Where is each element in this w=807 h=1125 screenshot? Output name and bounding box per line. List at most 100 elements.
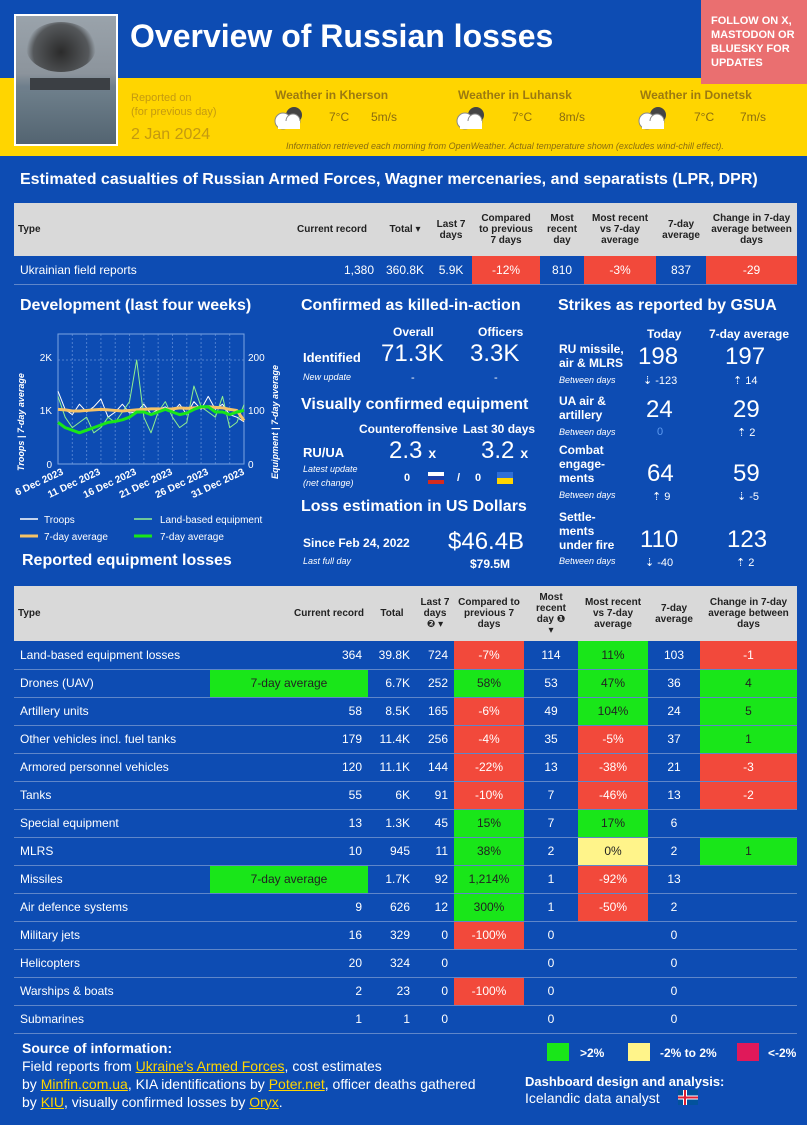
table-row: Military jets 16 329 0 -100% 0 0 bbox=[14, 921, 797, 950]
cell-recent: 0 bbox=[524, 921, 578, 950]
cloud-icon bbox=[456, 107, 484, 130]
cell-last7: 724 bbox=[416, 641, 454, 670]
follow-banner[interactable]: FOLLOW ON X, MASTODON OR BLUESKY FOR UPD… bbox=[701, 0, 807, 84]
cell-total: 23 bbox=[368, 977, 416, 1006]
cell-avg: 0 bbox=[648, 921, 700, 950]
cell-record: 16 bbox=[210, 921, 368, 950]
strike-label: UA air & artillery bbox=[559, 394, 606, 422]
link-oryx[interactable]: Oryx bbox=[249, 1094, 279, 1110]
cell-cmp: -7% bbox=[454, 641, 524, 670]
legend-swatch bbox=[628, 1043, 650, 1061]
casualties-table: Type Current record Total ▾ Last 7 days … bbox=[14, 203, 797, 285]
cell-avg: 0 bbox=[648, 1005, 700, 1034]
development-title: Development (last four weeks) bbox=[20, 297, 252, 314]
link-kiu[interactable]: KIU bbox=[40, 1094, 65, 1110]
equipment-table: Type Current record Total Last 7 days ❷ ▾… bbox=[14, 586, 797, 1034]
cell-record: 364 bbox=[210, 641, 368, 670]
table-row: Missiles 7-day average 1.7K 92 1,214% 1 -92% 13 bbox=[14, 865, 797, 894]
loss-usd-title: Loss estimation in US Dollars bbox=[301, 498, 527, 515]
link-poter[interactable]: Poter.net bbox=[268, 1076, 325, 1092]
cell-record: 13 bbox=[210, 809, 368, 838]
cell-type: MLRS bbox=[14, 837, 210, 866]
source-text: Field reports from Ukraine's Armed Force… bbox=[22, 1058, 476, 1110]
cell-vs: 47% bbox=[578, 669, 648, 698]
cell-last7: 45 bbox=[416, 809, 454, 838]
cell-vs bbox=[578, 977, 648, 1006]
vis-counteroffensive-value: 2.3 x bbox=[389, 437, 437, 464]
cell-type: Helicopters bbox=[14, 949, 210, 978]
legend-avg-equipment: 7-day average bbox=[160, 532, 224, 543]
link-minfin[interactable]: Minfin.com.ua bbox=[40, 1076, 128, 1092]
cell-type: Special equipment bbox=[14, 809, 210, 838]
header-photo bbox=[14, 14, 118, 146]
weather-wind-donetsk: 7m/s bbox=[740, 110, 767, 124]
cell-chg bbox=[700, 921, 797, 950]
cell-chg bbox=[700, 977, 797, 1006]
cell-avg: 13 bbox=[648, 781, 700, 810]
cell-cmp bbox=[454, 949, 524, 978]
y-left-tick: 0 bbox=[46, 460, 52, 471]
cell-avg: 6 bbox=[648, 809, 700, 838]
vis-col-last30: Last 30 days bbox=[463, 422, 536, 436]
cell-avg: 0 bbox=[648, 977, 700, 1006]
header-info-band bbox=[0, 78, 807, 156]
series-line-1 bbox=[57, 359, 245, 434]
weather-temp-donetsk: 7°C bbox=[694, 110, 715, 124]
cell-cmp: 15% bbox=[454, 809, 524, 838]
table-row: Armored personnel vehicles 120 11.1K 144 -22… bbox=[14, 753, 797, 782]
table-row: Ukrainian field reports 1,380 360.8K 5.9… bbox=[14, 256, 797, 285]
weather-note: Information retrieved each morning from … bbox=[286, 141, 724, 151]
table-row: Special equipment 13 1.3K 45 15% 7 17% 6 bbox=[14, 809, 797, 838]
cell-type: Land-based equipment losses bbox=[14, 641, 210, 670]
development-chart: Troops | 7-day average Equipment | 7-day… bbox=[14, 333, 280, 543]
design-name: Icelandic data analyst bbox=[525, 1090, 660, 1106]
table-row: Helicopters 20 324 0 0 0 bbox=[14, 949, 797, 978]
cell-cmp bbox=[454, 1005, 524, 1034]
weather-temp-kherson: 7°C bbox=[329, 110, 350, 124]
strike-label: Settle-ments under fire bbox=[559, 510, 615, 552]
cell-vs: -38% bbox=[578, 753, 648, 782]
vis-col-counteroffensive: Counteroffensive bbox=[359, 422, 458, 436]
cell-recent: 7 bbox=[524, 781, 578, 810]
cell-chg bbox=[700, 893, 797, 922]
cell-record: 179 bbox=[210, 725, 368, 754]
table-row: Warships & boats 2 23 0 -100% 0 0 bbox=[14, 977, 797, 1006]
ukraine-flag-icon bbox=[497, 472, 513, 484]
cell-type: Submarines bbox=[14, 1005, 210, 1034]
cell-chg: -3 bbox=[700, 753, 797, 782]
vis-label: RU/UA bbox=[303, 445, 345, 460]
design-title: Dashboard design and analysis: bbox=[525, 1074, 725, 1089]
loss-usd-value: $46.4B bbox=[448, 528, 525, 555]
cell-avg: 21 bbox=[648, 753, 700, 782]
cell-total: 39.8K bbox=[368, 641, 416, 670]
table-row: Submarines 1 1 0 0 0 bbox=[14, 1005, 797, 1034]
cell-last7: 91 bbox=[416, 781, 454, 810]
table-row: Drones (UAV) 7-day average 6.7K 252 58% 53 47%… bbox=[14, 669, 797, 698]
weather-title-donetsk: Weather in Donetsk bbox=[640, 88, 752, 102]
casualties-title: Estimated casualties of Russian Armed Fo… bbox=[20, 171, 758, 188]
legend-swatch bbox=[547, 1043, 569, 1061]
link-armed-forces[interactable]: Ukraine's Armed Forces bbox=[135, 1058, 285, 1074]
weather-wind-luhansk: 8m/s bbox=[559, 110, 586, 124]
cell-recent: 114 bbox=[524, 641, 578, 670]
cell-recent: 13 bbox=[524, 753, 578, 782]
cell-type: Air defence systems bbox=[14, 893, 210, 922]
cell-total: 945 bbox=[368, 837, 416, 866]
cell-record: 10 bbox=[210, 837, 368, 866]
table-row: Artillery units 58 8.5K 165 -6% 49 104% 24 5 bbox=[14, 697, 797, 726]
cell-vs: 104% bbox=[578, 697, 648, 726]
cell-last7: 12 bbox=[416, 893, 454, 922]
cell-recent: 0 bbox=[524, 1005, 578, 1034]
cell-cmp: 58% bbox=[454, 669, 524, 698]
cell-record: 120 bbox=[210, 753, 368, 782]
cell-last7: 144 bbox=[416, 753, 454, 782]
cell-recent: 7 bbox=[524, 809, 578, 838]
cell-last7: 92 bbox=[416, 865, 454, 894]
cell-recent: 2 bbox=[524, 837, 578, 866]
cell-chg bbox=[700, 949, 797, 978]
kia-overall-value: 71.3K bbox=[381, 340, 444, 367]
cloud-icon bbox=[638, 107, 666, 130]
cell-avg: 13 bbox=[648, 865, 700, 894]
cell-chg: 5 bbox=[700, 697, 797, 726]
cell-record: 7-day average bbox=[210, 669, 368, 698]
